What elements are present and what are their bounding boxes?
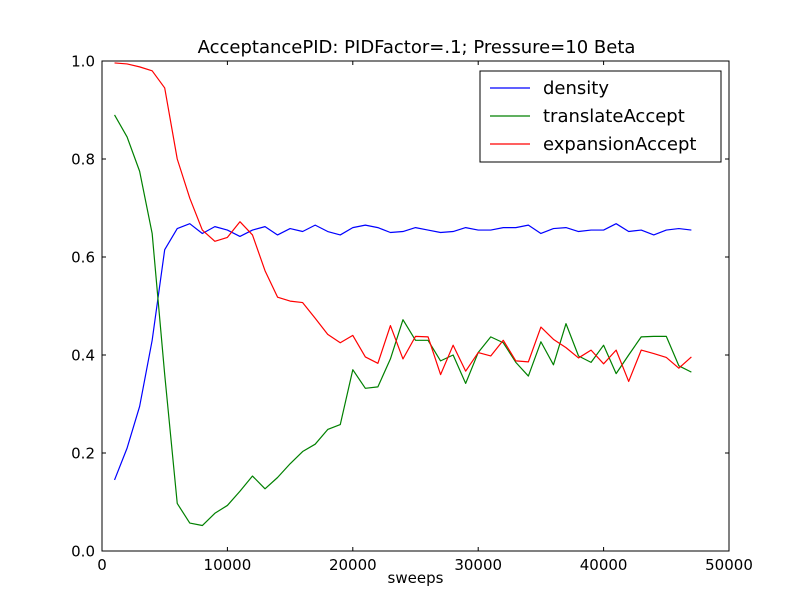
y-tick-label: 1.0 xyxy=(71,53,95,71)
y-tick-label: 0.8 xyxy=(71,151,95,169)
legend: density translateAccept expansionAccept xyxy=(479,70,722,163)
legend-label-density: density xyxy=(543,78,609,99)
x-tick-label: 30000 xyxy=(454,556,502,574)
y-tick-label: 0.6 xyxy=(71,249,95,267)
y-tick-label: 0.4 xyxy=(71,347,95,365)
series-line-expansionaccept xyxy=(114,62,692,383)
plot-lines xyxy=(113,62,692,527)
x-axis-label: sweeps xyxy=(388,569,444,587)
chart-title: AcceptancePID: PIDFactor=.1; Pressure=10… xyxy=(198,37,636,58)
y-tick-label: 0.2 xyxy=(71,445,95,463)
legend-label-translateaccept: translateAccept xyxy=(543,106,685,127)
plot-frame xyxy=(101,60,730,552)
series-line-translateaccept xyxy=(114,114,692,527)
axis-ticks: 0 10000 20000 30000 40000 50000 0.0 0.2 0.4 0.6 0.… xyxy=(71,53,753,575)
x-tick-label: 40000 xyxy=(580,556,628,574)
x-tick-label: 50000 xyxy=(705,556,753,574)
x-tick-label: 10000 xyxy=(204,556,252,574)
y-tick-label: 0.0 xyxy=(71,543,95,561)
x-tick-label: 0 xyxy=(97,556,107,574)
legend-label-expansionaccept: expansionAccept xyxy=(543,134,696,155)
series-line-density xyxy=(113,223,692,481)
x-tick-label: 20000 xyxy=(329,556,377,574)
